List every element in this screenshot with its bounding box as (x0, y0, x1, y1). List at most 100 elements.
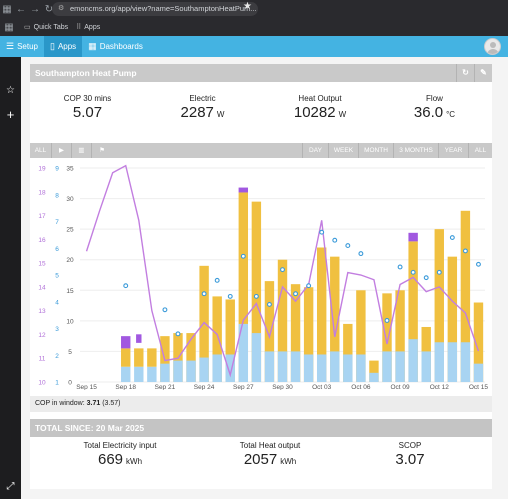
y-cop-tick-label: 1 (55, 380, 59, 387)
y-outdoor-tick-label: 10 (38, 380, 46, 387)
bookmark-star-icon[interactable]: ★ (243, 1, 252, 12)
menu-icon: ☰ (6, 41, 15, 51)
stat-label: Total Heat output (239, 441, 301, 450)
electric-bar (473, 363, 484, 382)
range-3months-button[interactable]: 3 MONTHS (393, 143, 438, 158)
stat-value: 2057 kWh (243, 451, 297, 468)
play-icon[interactable]: ▶ (52, 143, 72, 158)
cop-point (214, 277, 220, 283)
x-tick-label: Oct 09 (391, 384, 411, 390)
tab-grid-icon[interactable]: ▦ (2, 3, 12, 15)
dashboard-icon: ▦ (88, 41, 97, 51)
apps-icon: ⠿ (76, 24, 82, 31)
site-info-icon[interactable]: ⚙ (58, 5, 65, 12)
heat-bar (290, 284, 301, 382)
x-tick-label: Sep 30 (272, 384, 293, 390)
flag-icon[interactable]: ⚑ (99, 147, 105, 154)
bookmark-apps[interactable]: ⠿ Apps (76, 23, 101, 32)
x-tick-label: Oct 15 (469, 384, 489, 390)
heat-bar (199, 265, 209, 382)
electric-bar (264, 351, 275, 382)
electric-bar (225, 354, 235, 382)
electric-bar (199, 357, 209, 382)
app-navbar: ☰ Setup ▯ Apps ▦ Dashboards (0, 36, 508, 57)
nav-apps[interactable]: ▯ Apps (43, 36, 83, 57)
electric-bar (212, 354, 222, 382)
bookmark-quick-tabs[interactable]: ▭ Quick Tabs (24, 23, 69, 32)
y-outdoor-tick-label: 16 (38, 237, 46, 244)
electric-bar (160, 363, 170, 382)
heat-bar (238, 192, 249, 382)
expand-icon[interactable]: ⤢ (6, 481, 15, 492)
heat-bar (225, 299, 235, 382)
y-energy-tick-label: 5 (68, 349, 72, 356)
phone-icon: ▯ (49, 41, 55, 51)
electric-bar (460, 342, 471, 382)
cop-point (384, 318, 390, 323)
heat-bar (356, 290, 366, 382)
nav-dashboards[interactable]: ▦ Dashboards (88, 41, 143, 51)
y-outdoor-tick-label: 18 (38, 189, 46, 196)
history-chart[interactable]: 1011121314151617181912345678905101520253… (30, 158, 492, 390)
stat-label: Total Electricity input (83, 441, 157, 450)
y-outdoor-tick-label: 13 (38, 308, 46, 315)
cop-point (175, 331, 181, 337)
y-outdoor-tick-label: 17 (38, 213, 46, 220)
range-week-button[interactable]: WEEK (328, 143, 358, 158)
electric-bar (277, 351, 288, 382)
user-avatar[interactable] (484, 38, 501, 55)
url-bar[interactable]: ⚙ emoncms.org/app/view?name=SouthamptonH… (52, 2, 258, 16)
heat-bar (343, 323, 353, 382)
y-outdoor-tick-label: 19 (38, 166, 46, 173)
cop-point (162, 307, 168, 313)
bar-mode-icon[interactable]: ▥ (72, 143, 92, 158)
range-all-button[interactable]: ALL (468, 143, 492, 158)
y-cop-tick-label: 2 (55, 353, 59, 360)
y-cop-tick-label: 6 (55, 246, 59, 253)
browser-chrome: ▦ ← → ↻ ⚙ emoncms.org/app/view?name=Sout… (0, 0, 508, 36)
heat-bar (134, 348, 144, 367)
config-wrench-icon[interactable]: ✎ (474, 64, 492, 82)
range-all-left-button[interactable]: ALL (30, 143, 52, 158)
folder-icon: ▭ (24, 24, 31, 31)
stat-electric: Electric 2287 W (155, 94, 250, 121)
cop-point (227, 293, 233, 299)
stat-value: 10282 W (293, 104, 347, 121)
forward-icon[interactable]: → (30, 3, 40, 15)
back-icon[interactable]: ← (16, 3, 26, 15)
chart-outdoor-line (85, 164, 480, 378)
electric-bar (434, 342, 444, 382)
heat-bar-cap (238, 187, 249, 193)
favourite-star-icon[interactable]: ☆ (6, 85, 15, 96)
add-plus-icon[interactable]: + (6, 107, 15, 122)
y-outdoor-tick-label: 14 (38, 284, 46, 291)
cop-point (253, 293, 259, 299)
range-day-button[interactable]: DAY (302, 143, 328, 158)
heat-bar (395, 290, 405, 382)
refresh-icon[interactable]: ↻ (456, 64, 474, 82)
chart-bars (121, 187, 484, 382)
electric-bar (186, 360, 196, 382)
cop-point (123, 283, 129, 289)
app-title-bar: Southampton Heat Pump ↻ ✎ (30, 64, 492, 82)
y-cop-tick-label: 9 (55, 166, 59, 173)
y-energy-tick-label: 10 (66, 318, 74, 325)
y-outdoor-tick-label: 15 (38, 261, 46, 268)
heat-bar (186, 333, 196, 382)
bookmarks-bar: ▦ ▭ Quick Tabs ⠿ Apps (0, 18, 508, 36)
range-year-button[interactable]: YEAR (438, 143, 468, 158)
heat-bar (408, 241, 418, 382)
electric-bar (316, 354, 327, 382)
apps-grid-icon[interactable]: ▦ (4, 21, 14, 33)
heat-bar (473, 302, 484, 382)
x-tick-label: Oct 06 (351, 384, 371, 390)
range-month-button[interactable]: MONTH (358, 143, 393, 158)
cop-window-extra: (3.57) (102, 400, 121, 407)
x-tick-label: Sep 24 (194, 384, 215, 390)
nav-setup[interactable]: ☰ Setup (6, 41, 38, 51)
x-tick-label: Sep 27 (233, 384, 254, 390)
totals-title: TOTAL SINCE: 20 Mar 2025 (35, 423, 145, 433)
cop-point (462, 248, 468, 254)
reload-icon[interactable]: ↻ (44, 3, 54, 15)
cop-point (201, 291, 207, 297)
